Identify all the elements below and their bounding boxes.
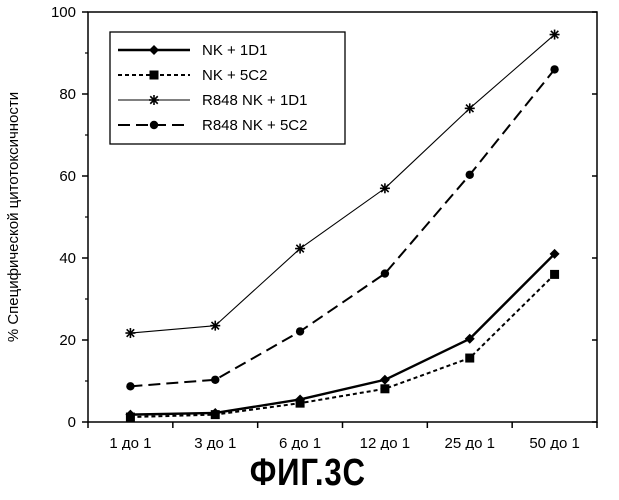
data-point-s2 (126, 413, 135, 422)
x-tick-label: 12 до 1 (360, 435, 410, 450)
legend-marker-4 (150, 121, 158, 129)
x-tick-label: 1 до 1 (109, 435, 151, 450)
x-tick-label: 3 до 1 (194, 435, 236, 450)
legend-marker-3 (149, 95, 159, 105)
series-line-2 (130, 274, 554, 417)
data-point-s4 (466, 171, 474, 179)
data-point-s3 (550, 30, 560, 40)
series-line-1 (130, 254, 554, 415)
data-point-s1 (380, 375, 390, 385)
y-tick-label: 20 (59, 332, 76, 349)
data-point-s3 (380, 183, 390, 193)
y-tick-label: 0 (68, 414, 76, 431)
chart: 0 20 40 60 80 100 1 до 1 3 до 1 6 до 1 12 до 1 25 … (0, 0, 619, 450)
data-point-s2 (465, 354, 474, 363)
data-point-s4 (211, 376, 219, 384)
figure-caption: ФИГ.3С (54, 452, 562, 495)
x-tick-label: 50 до 1 (529, 435, 579, 450)
data-point-s2 (550, 270, 559, 279)
data-point-s4 (126, 382, 134, 390)
data-point-s3 (465, 103, 475, 113)
legend-label-4: R848 NK + 5C2 (202, 117, 307, 134)
y-tick-label: 100 (51, 4, 76, 21)
data-point-s2 (211, 410, 220, 419)
x-tick-label: 25 до 1 (445, 435, 495, 450)
legend-label-1: NK + 1D1 (202, 42, 267, 59)
x-tick-label: 6 до 1 (279, 435, 321, 450)
data-point-s4 (296, 327, 304, 335)
legend-label-3: R848 NK + 1D1 (202, 92, 307, 109)
legend-label-2: NK + 5C2 (202, 67, 267, 84)
y-axis-label: % Специфической цитотоксичности (5, 92, 22, 342)
data-point-s4 (381, 269, 389, 277)
data-point-s4 (550, 65, 558, 73)
y-tick-label: 80 (59, 86, 76, 103)
legend-marker-2 (150, 71, 159, 80)
y-tick-label: 40 (59, 250, 76, 267)
data-point-s3 (295, 244, 305, 254)
data-point-s2 (380, 384, 389, 393)
data-point-s2 (296, 399, 305, 408)
data-point-s3 (210, 321, 220, 331)
data-point-s3 (125, 328, 135, 338)
y-tick-label: 60 (59, 168, 76, 185)
